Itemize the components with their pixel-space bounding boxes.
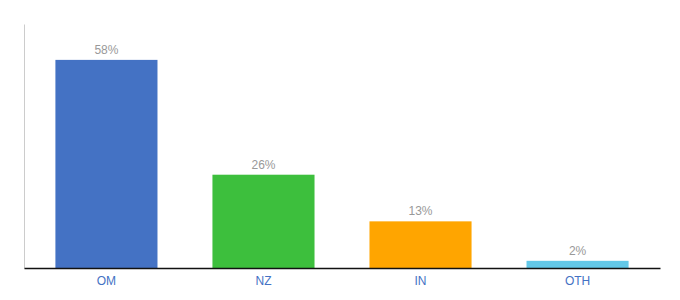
data-label: 58%	[94, 43, 118, 57]
x-tick: IN	[415, 274, 427, 288]
chart-container: OM NZ IN OTH 58% 26% 13% 2%	[0, 0, 680, 300]
x-axis: OM NZ IN OTH	[25, 269, 661, 288]
x-tick-label: NZ	[255, 274, 271, 288]
x-axis-line	[25, 268, 661, 270]
x-tick: NZ	[255, 274, 271, 288]
bar	[212, 175, 314, 268]
data-label: 13%	[409, 204, 433, 218]
data-label: 2%	[569, 244, 587, 258]
plot: OM NZ IN OTH 58% 26% 13% 2%	[25, 25, 661, 288]
y-axis	[24, 25, 25, 269]
x-tick-label: OTH	[565, 274, 590, 288]
chart: OM NZ IN OTH 58% 26% 13% 2%	[0, 0, 680, 300]
data-labels: 58% 26% 13% 2%	[94, 43, 586, 258]
bar	[55, 60, 157, 268]
x-tick-label: OM	[97, 274, 116, 288]
bars	[55, 60, 628, 268]
x-tick: OM	[97, 274, 116, 288]
bar	[369, 221, 471, 268]
y-axis-line	[24, 25, 25, 269]
bar	[527, 261, 629, 268]
x-tick: OTH	[565, 274, 590, 288]
x-tick-label: IN	[415, 274, 427, 288]
data-label: 26%	[251, 158, 275, 172]
